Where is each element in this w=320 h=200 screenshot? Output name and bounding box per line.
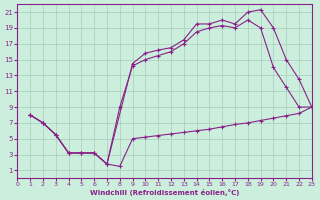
X-axis label: Windchill (Refroidissement éolien,°C): Windchill (Refroidissement éolien,°C) (90, 189, 239, 196)
